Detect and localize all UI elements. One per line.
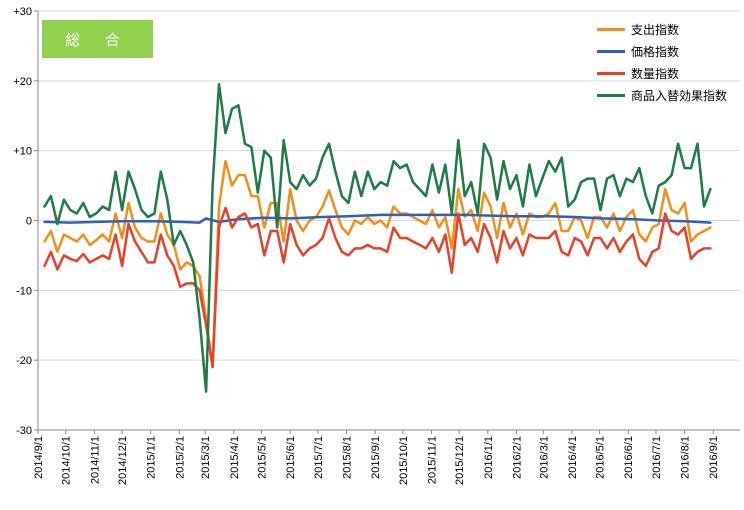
legend-swatch-quantity bbox=[597, 71, 625, 75]
legend-label-spending: 支出指数 bbox=[631, 22, 680, 37]
y-tick-label-5: -20 bbox=[16, 355, 32, 367]
legend-swatch-spending bbox=[597, 27, 625, 31]
y-tick-label-3: 0 bbox=[26, 216, 32, 228]
x-tick-label-8: 2015/5/1 bbox=[257, 436, 269, 479]
x-tick-label-13: 2015/10/1 bbox=[398, 436, 410, 485]
legend-item-price: 価格指数 bbox=[597, 40, 727, 62]
x-tick-label-5: 2015/2/1 bbox=[174, 436, 186, 479]
x-tick-label-7: 2015/4/1 bbox=[229, 436, 241, 479]
legend: 支出指数 価格指数 数量指数 商品入替効果指数 bbox=[597, 18, 727, 106]
legend-label-replacement: 商品入替効果指数 bbox=[631, 88, 728, 103]
legend-item-spending: 支出指数 bbox=[597, 18, 727, 40]
x-tick-label-18: 2016/3/1 bbox=[538, 436, 550, 479]
x-tick-label-17: 2016/2/1 bbox=[511, 436, 523, 479]
x-tick-label-3: 2014/12/1 bbox=[117, 436, 129, 485]
x-axis-ticks: 2014/9/1 2014/10/1 2014/11/1 2014/12/1 2015/… bbox=[33, 430, 720, 485]
x-tick-label-15: 2015/12/1 bbox=[454, 436, 466, 485]
x-tick-label-14: 2015/11/1 bbox=[426, 436, 438, 484]
x-tick-label-23: 2016/8/1 bbox=[680, 436, 692, 479]
legend-swatch-replacement bbox=[597, 93, 625, 97]
x-tick-label-20: 2016/5/1 bbox=[595, 436, 607, 479]
y-tick-label-4: -10 bbox=[16, 285, 32, 297]
x-tick-label-24: 2016/9/1 bbox=[708, 436, 720, 479]
series-lines bbox=[43, 83, 712, 393]
y-tick-label-6: -30 bbox=[16, 425, 32, 437]
legend-label-price: 価格指数 bbox=[631, 44, 680, 59]
x-tick-label-11: 2015/8/1 bbox=[342, 436, 354, 479]
series-line-2 bbox=[43, 206, 712, 369]
x-tick-label-22: 2016/7/1 bbox=[651, 436, 663, 479]
x-tick-label-16: 2016/1/1 bbox=[483, 436, 495, 479]
x-tick-label-0: 2014/9/1 bbox=[33, 436, 45, 479]
y-tick-label-0: +30 bbox=[13, 6, 32, 18]
x-tick-label-21: 2016/6/1 bbox=[623, 436, 635, 479]
y-tick-label-1: +20 bbox=[13, 76, 32, 88]
chart-badge-sogo: 総 合 bbox=[42, 20, 153, 58]
x-tick-label-9: 2015/6/1 bbox=[285, 436, 297, 479]
y-tick-label-2: +10 bbox=[13, 146, 32, 158]
legend-swatch-price bbox=[597, 49, 625, 53]
x-tick-label-2: 2014/11/1 bbox=[89, 436, 101, 484]
series-line-0 bbox=[43, 159, 712, 369]
legend-item-quantity: 数量指数 bbox=[597, 62, 727, 84]
series-line-1 bbox=[43, 213, 712, 224]
legend-item-replacement: 商品入替効果指数 bbox=[597, 84, 727, 106]
y-axis-ticks: +30 +20 +10 0 -10 -20 -30 bbox=[13, 6, 38, 437]
legend-label-quantity: 数量指数 bbox=[631, 66, 680, 81]
x-tick-label-4: 2015/1/1 bbox=[146, 436, 158, 479]
x-tick-label-6: 2015/3/1 bbox=[200, 436, 212, 479]
x-tick-label-12: 2015/9/1 bbox=[370, 436, 382, 479]
x-tick-label-10: 2015/7/1 bbox=[313, 436, 325, 479]
series-line-3 bbox=[43, 83, 712, 393]
x-tick-label-19: 2016/4/1 bbox=[567, 436, 579, 479]
x-tick-label-1: 2014/10/1 bbox=[61, 436, 73, 485]
